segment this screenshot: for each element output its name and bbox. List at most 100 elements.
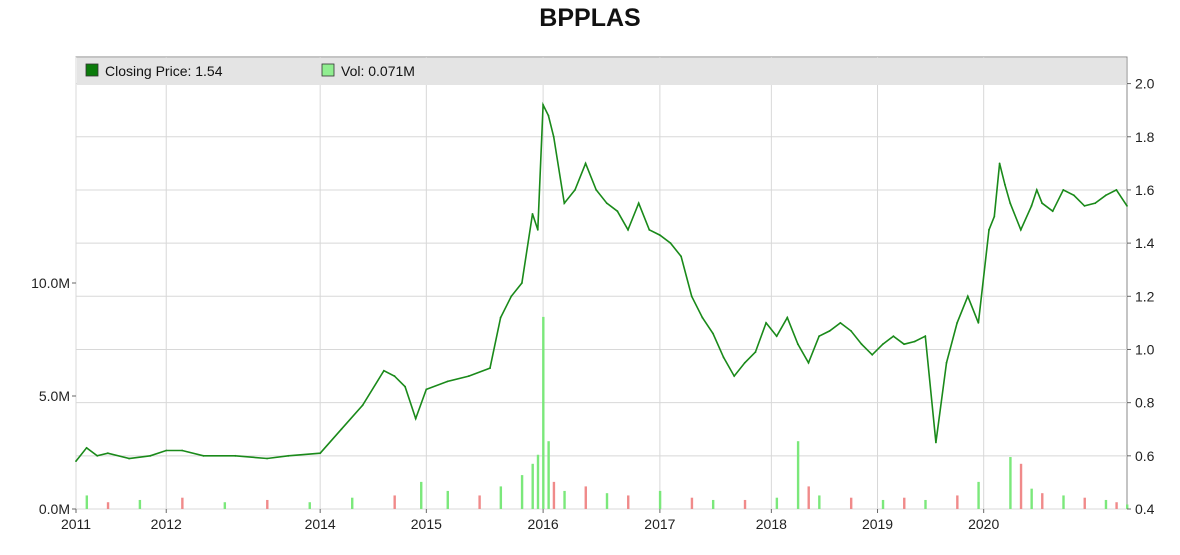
price-point [1073,194,1075,197]
volume-bar [807,486,810,509]
price-point [903,343,905,346]
y-axis-right: 0.4 0.6 0.8 1.0 1.2 1.4 1.6 1.8 2.0 [1127,76,1155,517]
x-tick-label: 2019 [862,516,893,532]
volume-bar [605,493,609,509]
volume-bar [658,490,662,509]
volume-bar [563,490,566,509]
volume-bar [1083,497,1086,509]
volume-bar [106,502,110,509]
y-right-tick-label: 1.2 [1135,288,1155,304]
volume-bar [1104,499,1108,509]
y-left-tick-label: 10.0M [31,275,70,291]
price-point [807,361,810,364]
price-point [690,295,693,298]
volume-bar [85,495,89,509]
volume-bar [924,499,927,509]
volume-bar [420,481,423,509]
volume-bar [743,499,747,509]
legend-label-closing-price: Closing Price: 1.54 [105,63,223,79]
closing-price-line [75,101,1128,462]
price-point [404,385,407,388]
plot-area [75,56,1128,510]
price-point [945,361,948,364]
price-point [499,316,502,319]
y-right-tick-label: 1.0 [1135,341,1155,357]
price-point [425,388,428,391]
x-tick-label: 2018 [756,516,787,532]
price-point [722,356,725,359]
price-point [775,335,778,338]
price-point [871,353,874,356]
volume-bar [446,490,449,509]
price-point [648,228,651,231]
price-point [658,234,661,237]
price-point [956,321,959,324]
volume-bar [1115,502,1118,509]
y-axis-left: 0.0M 5.0M 10.0M [31,275,76,517]
price-point [993,215,996,218]
y-right-tick-label: 2.0 [1135,76,1155,92]
price-point [234,454,237,457]
price-point [966,295,969,298]
price-point [605,202,608,205]
price-point [1126,204,1128,207]
volume-bar [1030,488,1033,509]
price-point [340,428,343,431]
price-point [998,162,1001,165]
price-point [202,454,205,457]
price-point [977,321,980,324]
volume-bar [547,441,550,509]
price-point [1062,189,1065,191]
price-point [1083,204,1086,207]
price-point [860,343,863,346]
price-point [489,367,491,369]
volume-bar [1126,504,1129,509]
price-point [839,321,842,324]
volume-bar [818,495,821,509]
price-point [850,329,852,332]
volume-bar [903,497,906,509]
price-point [627,228,629,231]
price-point [1004,183,1006,186]
volume-bar [478,495,481,509]
x-tick-label: 2017 [644,516,675,532]
volume-bar [542,316,545,509]
volume-bar [138,499,142,509]
x-axis: 2011 2012 2014 2015 2016 2017 2018 2019 2020 [61,509,999,532]
price-point [85,446,88,449]
price-points [75,103,1128,463]
price-point [712,332,714,335]
price-point [414,417,417,420]
price-point [266,457,268,460]
volume-bar [1062,495,1065,509]
price-point [547,114,550,117]
y-left-tick-label: 5.0M [39,388,70,404]
volume-bars [85,316,1129,509]
price-point [128,457,130,460]
volume-bar [881,499,885,509]
price-point [680,255,683,258]
price-point [924,335,927,338]
price-point [510,295,513,298]
volume-bar [1041,493,1044,509]
chart-title: BPPLAS [539,4,641,32]
volume-bar [536,454,540,509]
volume-bar [308,502,311,509]
legend-swatch-vol [321,63,335,77]
volume-bar [552,481,556,509]
price-point [892,335,895,338]
legend-band [77,58,1126,85]
volume-bar [711,499,715,509]
price-point [563,202,566,205]
legend: Closing Price: 1.54 Vol: 0.071M [85,63,415,79]
volume-bar [584,486,587,509]
price-point [446,380,449,383]
price-point [828,329,831,332]
y-right-tick-label: 1.4 [1135,235,1155,251]
price-point [754,351,757,354]
price-point [1041,202,1043,205]
price-point [361,404,364,407]
price-point [393,375,396,377]
y-right-tick-label: 0.6 [1135,448,1155,464]
price-point [1051,210,1054,213]
